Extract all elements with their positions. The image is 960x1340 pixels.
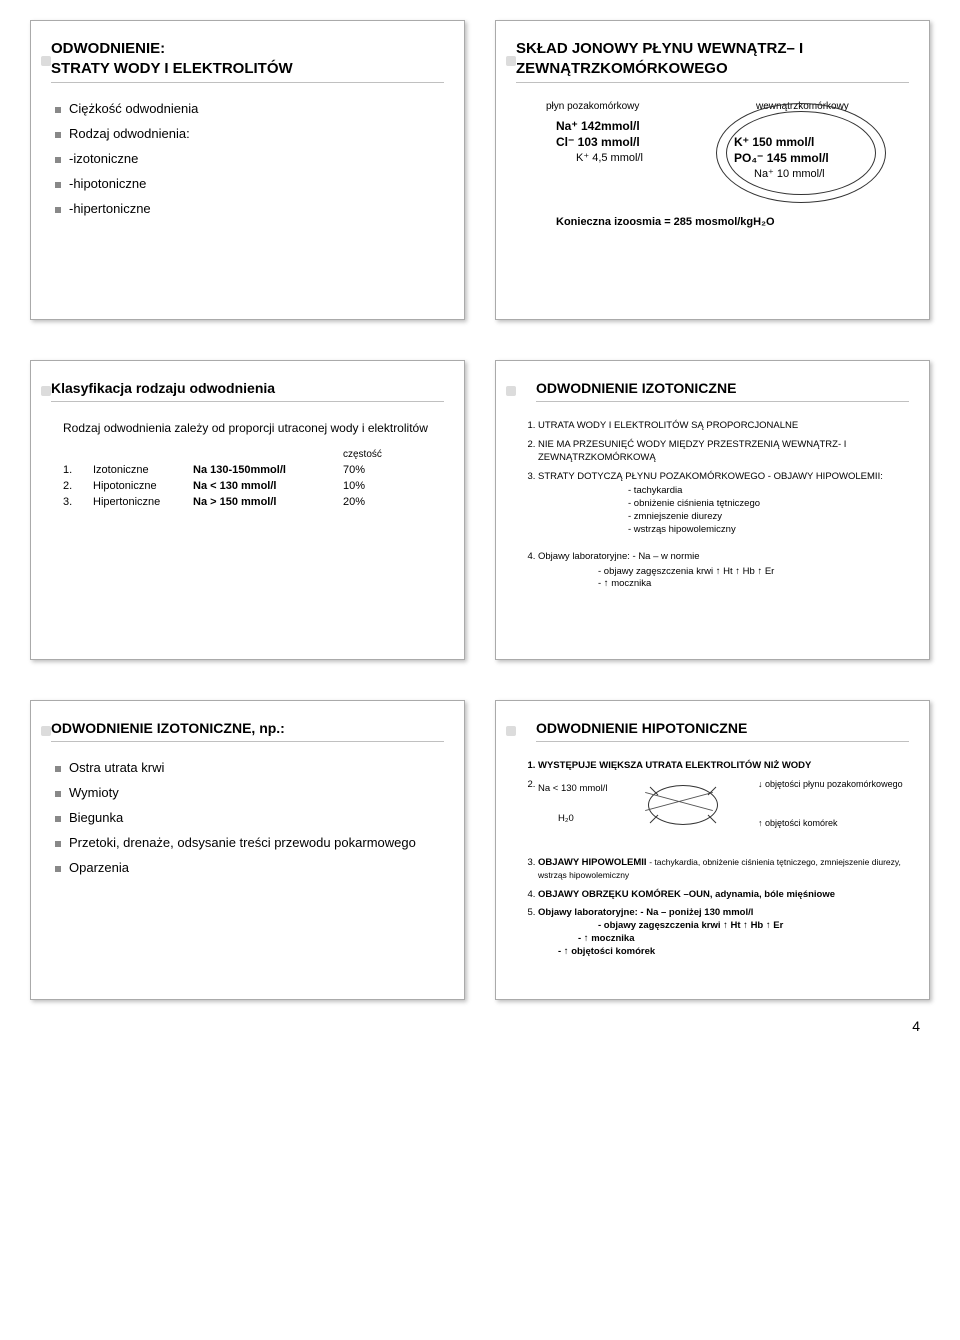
panel-title: ODWODNIENIE: STRATY WODY I ELEKTROLITÓW xyxy=(51,39,444,83)
title-wrap: Klasyfikacja rodzaju odwodnienia xyxy=(51,379,444,402)
list-item: NIE MA PRZESUNIĘĆ WODY MIĘDZY PRZESTRZEN… xyxy=(538,439,909,465)
list-item: OBJAWY HIPOWOLEMII - tachykardia, obniże… xyxy=(538,857,909,883)
diag-na: Na < 130 mmol/l xyxy=(538,783,607,796)
ext-na: Na⁺ 142mmol/l xyxy=(556,119,640,133)
ext-cl: Cl⁻ 103 mmol/l xyxy=(556,135,640,149)
sub-item: - wstrząs hipowolemiczny xyxy=(628,524,909,537)
title-wrap: ODWODNIENIE HIPOTONICZNE xyxy=(516,719,909,742)
ext-k: K⁺ 4,5 mmol/l xyxy=(576,151,643,164)
list-item: Rodzaj odwodnienia: xyxy=(69,126,444,141)
intro-text: Rodzaj odwodnienia zależy od proporcji u… xyxy=(63,420,444,437)
list-item: OBJAWY OBRZĘKU KOMÓREK –OUN, adynamia, b… xyxy=(538,889,909,902)
sub-item: - ↑ mocznika xyxy=(578,933,909,946)
title-wrap: ODWODNIENIE: STRATY WODY I ELEKTROLITÓW xyxy=(51,39,444,83)
sub-item: - obniżenie ciśnienia tętniczego xyxy=(628,498,909,511)
list-item: Na < 130 mmol/l H₂0 ↓ objętości pł xyxy=(538,779,909,851)
table-row: 2. Hipotoniczne Na < 130 mmol/l 10% xyxy=(63,480,444,492)
list-item: Ostra utrata krwi xyxy=(69,760,444,775)
diag-r2: ↑ objętości komórek xyxy=(758,817,838,829)
sub-item: - ↑ mocznika xyxy=(598,578,909,591)
extracellular-label: płyn pozakomórkowy xyxy=(546,101,639,112)
bullet-list: Ciężkość odwodnienia Rodzaj odwodnienia:… xyxy=(51,101,444,216)
page-number: 4 xyxy=(30,1018,930,1034)
sub-item: - ↑ objętości komórek xyxy=(558,946,909,959)
panel-title: Klasyfikacja rodzaju odwodnienia xyxy=(51,379,444,402)
sub-item: - objawy zagęszczenia krwi ↑ Ht ↑ Hb ↑ E… xyxy=(598,566,909,579)
table-row: 3. Hipertoniczne Na > 150 mmol/l 20% xyxy=(63,496,444,508)
panel-isotonic: ODWODNIENIE IZOTONICZNE UTRATA WODY I EL… xyxy=(495,360,930,660)
item-text: OBJAWY OBRZĘKU KOMÓREK –OUN, adynamia, b… xyxy=(538,889,835,900)
numbered-list: UTRATA WODY I ELEKTROLITÓW SĄ PROPORCJON… xyxy=(516,420,909,591)
list-item: STRATY DOTYCZĄ PŁYNU POZAKOMÓRKOWEGO - O… xyxy=(538,471,909,537)
title-wrap: ODWODNIENIE IZOTONICZNE, np.: xyxy=(51,719,444,742)
list-item: Objawy laboratoryjne: - Na – poniżej 130… xyxy=(538,907,909,958)
list-item: WYSTĘPUJE WIĘKSZA UTRATA ELEKTROLITÓW NI… xyxy=(538,760,909,773)
sub-item: - zmniejszenie diurezy xyxy=(628,511,909,524)
izoosmia-note: Konieczna izoosmia = 285 mosmol/kgH₂O xyxy=(556,216,775,228)
cell-inner-circle xyxy=(726,111,876,195)
hypotonic-diagram: Na < 130 mmol/l H₂0 ↓ objętości pł xyxy=(538,779,909,851)
cell-swell-icon xyxy=(648,785,718,825)
table-row: 1. Izotoniczne Na 130-150mmol/l 70% xyxy=(63,464,444,476)
panel-classification: Klasyfikacja rodzaju odwodnienia Rodzaj … xyxy=(30,360,465,660)
list-item: -izotoniczne xyxy=(69,151,444,166)
item-text: Objawy laboratoryjne xyxy=(538,907,635,918)
panel-title: SKŁAD JONOWY PŁYNU WEWNĄTRZ– I ZEWNĄTRZK… xyxy=(516,39,909,83)
panel-title: ODWODNIENIE IZOTONICZNE, np.: xyxy=(51,719,444,742)
panel-title: ODWODNIENIE HIPOTONICZNE xyxy=(536,719,909,742)
sub-item: - tachykardia xyxy=(628,485,909,498)
title-wrap: SKŁAD JONOWY PŁYNU WEWNĄTRZ– I ZEWNĄTRZK… xyxy=(516,39,909,83)
sub-item: - objawy zagęszczenia krwi ↑ Ht ↑ Hb ↑ E… xyxy=(598,920,909,933)
list-item: Ciężkość odwodnienia xyxy=(69,101,444,116)
list-item: Objawy laboratoryjne: - Na – w normie - … xyxy=(538,551,909,591)
list-item: Biegunka xyxy=(69,810,444,825)
panel-title: ODWODNIENIE IZOTONICZNE xyxy=(536,379,909,402)
diag-r1: ↓ objętości płynu pozakomórkowego xyxy=(758,779,903,790)
list-item: UTRATA WODY I ELEKTROLITÓW SĄ PROPORCJON… xyxy=(538,420,909,433)
fluid-diagram: płyn pozakomórkowy wewnątrzkomórkowy Na⁺… xyxy=(536,101,909,251)
slide-grid: ODWODNIENIE: STRATY WODY I ELEKTROLITÓW … xyxy=(30,20,930,1000)
item-text: Objawy laboratoryjne: - Na – w normie xyxy=(538,551,700,562)
item-text: STRATY DOTYCZĄ PŁYNU POZAKOMÓRKOWEGO - O… xyxy=(538,471,883,482)
list-item: -hipertoniczne xyxy=(69,201,444,216)
bullet-list: Ostra utrata krwi Wymioty Biegunka Przet… xyxy=(51,760,444,875)
list-item: Oparzenia xyxy=(69,860,444,875)
title-wrap: ODWODNIENIE IZOTONICZNE xyxy=(516,379,909,402)
freq-label: częstość xyxy=(343,449,393,460)
list-item: -hipotoniczne xyxy=(69,176,444,191)
list-item: Wymioty xyxy=(69,785,444,800)
panel-hypotonic: ODWODNIENIE HIPOTONICZNE WYSTĘPUJE WIĘKS… xyxy=(495,700,930,1000)
diag-h2o: H₂0 xyxy=(558,813,574,826)
panel-ionic-composition: SKŁAD JONOWY PŁYNU WEWNĄTRZ– I ZEWNĄTRZK… xyxy=(495,20,930,320)
item-text: WYSTĘPUJE WIĘKSZA UTRATA ELEKTROLITÓW NI… xyxy=(538,760,811,771)
panel-isotonic-examples: ODWODNIENIE IZOTONICZNE, np.: Ostra utra… xyxy=(30,700,465,1000)
list-item: Przetoki, drenaże, odsysanie treści prze… xyxy=(69,835,444,850)
table-header: częstość xyxy=(63,449,444,460)
numbered-list: WYSTĘPUJE WIĘKSZA UTRATA ELEKTROLITÓW NI… xyxy=(516,760,909,959)
panel-dehydration-losses: ODWODNIENIE: STRATY WODY I ELEKTROLITÓW … xyxy=(30,20,465,320)
